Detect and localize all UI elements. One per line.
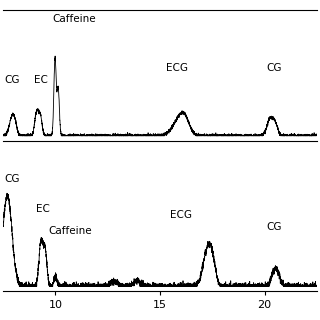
Text: CG: CG bbox=[4, 174, 20, 184]
Text: CG: CG bbox=[267, 63, 282, 73]
Text: Caffeine: Caffeine bbox=[48, 226, 92, 236]
Text: ECG: ECG bbox=[171, 210, 192, 220]
Text: EC: EC bbox=[34, 75, 47, 85]
Text: ECG: ECG bbox=[166, 63, 188, 73]
Text: Caffeine: Caffeine bbox=[52, 14, 96, 24]
Text: CG: CG bbox=[267, 222, 282, 232]
Text: EC: EC bbox=[36, 204, 50, 214]
Text: CG: CG bbox=[4, 75, 20, 85]
